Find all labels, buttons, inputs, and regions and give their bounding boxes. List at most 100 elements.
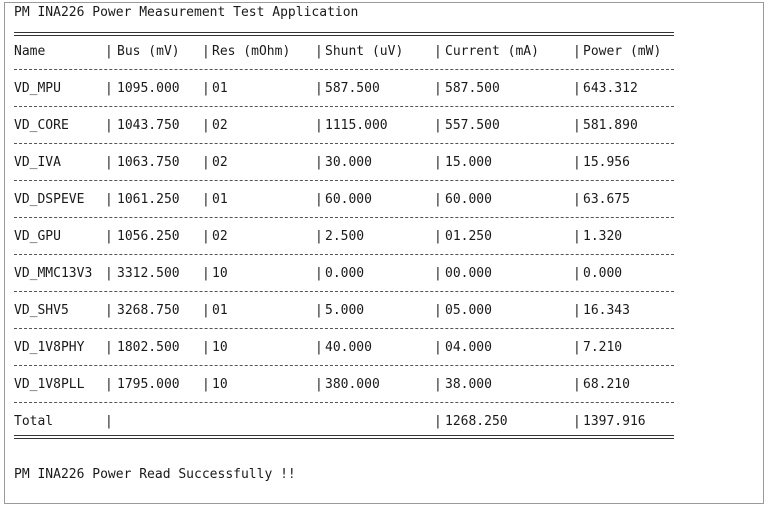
cell-current: 01.250	[445, 229, 492, 244]
dashed-separator	[14, 180, 674, 181]
dashed-separator	[14, 402, 674, 403]
cell-current: 1268.250	[445, 414, 508, 429]
cell-current: 00.000	[445, 266, 492, 281]
dashed-separator	[14, 217, 674, 218]
column-divider: |	[573, 340, 581, 355]
column-divider: |	[315, 266, 323, 281]
column-divider: |	[202, 118, 210, 133]
column-divider: |	[105, 303, 113, 318]
table-row: VD_CORE 1043.750 02 1115.000 557.500 581.890 |…	[5, 118, 705, 134]
column-divider: |	[105, 229, 113, 244]
column-divider: |	[573, 44, 581, 59]
cell-res: 02	[212, 118, 228, 133]
table-row: VD_SHV5 3268.750 01 5.000 05.000 16.343 | | | | |	[5, 303, 705, 319]
column-divider: |	[573, 377, 581, 392]
table-row: VD_1V8PLL 1795.000 10 380.000 38.000 68.210 | |…	[5, 377, 705, 393]
double-separator	[14, 32, 674, 36]
terminal-window: PM INA226 Power Measurement Test Applica…	[4, 2, 764, 504]
cell-power: 16.343	[583, 303, 630, 318]
cell-power: 7.210	[583, 340, 623, 355]
double-separator	[14, 435, 674, 439]
cell-name: VD_IVA	[14, 155, 61, 170]
column-divider: |	[202, 303, 210, 318]
cell-bus: 1095.000	[117, 81, 180, 96]
column-divider: |	[573, 303, 581, 318]
cell-bus: 3268.750	[117, 303, 180, 318]
cell-res: 02	[212, 229, 228, 244]
column-divider: |	[434, 118, 442, 133]
cell-power: 0.000	[583, 266, 623, 281]
header-shunt: Shunt (uV)	[325, 44, 404, 59]
cell-res: 01	[212, 303, 228, 318]
cell-power: 63.675	[583, 192, 630, 207]
cell-name: VD_SHV5	[14, 303, 69, 318]
header-power: Power (mW)	[583, 44, 662, 59]
cell-shunt: 40.000	[325, 340, 372, 355]
cell-bus: 1043.750	[117, 118, 180, 133]
column-divider: |	[573, 81, 581, 96]
cell-power: 15.956	[583, 155, 630, 170]
column-divider: |	[573, 414, 581, 429]
cell-bus: 1802.500	[117, 340, 180, 355]
column-divider: |	[434, 81, 442, 96]
column-divider: |	[315, 155, 323, 170]
cell-current: 15.000	[445, 155, 492, 170]
column-divider: |	[573, 118, 581, 133]
cell-shunt: 1115.000	[325, 118, 388, 133]
dashed-separator	[14, 328, 674, 329]
column-divider: |	[573, 229, 581, 244]
column-divider: |	[434, 229, 442, 244]
column-divider: |	[434, 414, 442, 429]
column-divider: |	[315, 229, 323, 244]
column-divider: |	[105, 266, 113, 281]
column-divider: |	[202, 340, 210, 355]
column-divider: |	[434, 303, 442, 318]
cell-name: Total	[14, 414, 54, 429]
column-divider: |	[202, 44, 210, 59]
table-row: VD_DSPEVE 1061.250 01 60.000 60.000 63.675 | | |…	[5, 192, 705, 208]
cell-res: 01	[212, 81, 228, 96]
column-divider: |	[202, 377, 210, 392]
column-divider: |	[315, 303, 323, 318]
cell-power: 68.210	[583, 377, 630, 392]
dashed-separator	[14, 365, 674, 366]
column-divider: |	[315, 81, 323, 96]
column-divider: |	[105, 340, 113, 355]
column-divider: |	[105, 81, 113, 96]
cell-name: VD_1V8PHY	[14, 340, 85, 355]
cell-bus: 1061.250	[117, 192, 180, 207]
cell-res: 10	[212, 266, 228, 281]
cell-current: 04.000	[445, 340, 492, 355]
column-divider: |	[434, 340, 442, 355]
dashed-separator	[14, 254, 674, 255]
cell-current: 38.000	[445, 377, 492, 392]
column-divider: |	[105, 192, 113, 207]
cell-res: 01	[212, 192, 228, 207]
cell-name: VD_CORE	[14, 118, 69, 133]
cell-bus: 1063.750	[117, 155, 180, 170]
column-divider: |	[315, 377, 323, 392]
dashed-separator	[14, 106, 674, 107]
cell-name: VD_MMC13V3	[14, 266, 93, 281]
status-message: PM INA226 Power Read Successfully !!	[14, 467, 296, 482]
table-row: VD_IVA 1063.750 02 30.000 15.000 15.956 | | | | |	[5, 155, 705, 171]
dashed-separator	[14, 69, 674, 70]
column-divider: |	[202, 266, 210, 281]
table-header: Name Bus (mV) Res (mOhm) Shunt (uV) Current …	[5, 44, 705, 60]
dashed-separator	[14, 291, 674, 292]
cell-power: 1.320	[583, 229, 623, 244]
table-row: VD_MPU 1095.000 01 587.500 587.500 643.312 | | |…	[5, 81, 705, 97]
column-divider: |	[105, 155, 113, 170]
cell-shunt: 30.000	[325, 155, 372, 170]
table-row: VD_GPU 1056.250 02 2.500 01.250 1.320 | | | | |	[5, 229, 705, 245]
column-divider: |	[434, 377, 442, 392]
column-divider: |	[202, 81, 210, 96]
column-divider: |	[315, 118, 323, 133]
column-divider: |	[105, 44, 113, 59]
column-divider: |	[434, 44, 442, 59]
cell-shunt: 2.500	[325, 229, 365, 244]
header-bus: Bus (mV)	[117, 44, 180, 59]
header-name: Name	[14, 44, 46, 59]
column-divider: |	[573, 266, 581, 281]
cell-power: 581.890	[583, 118, 638, 133]
